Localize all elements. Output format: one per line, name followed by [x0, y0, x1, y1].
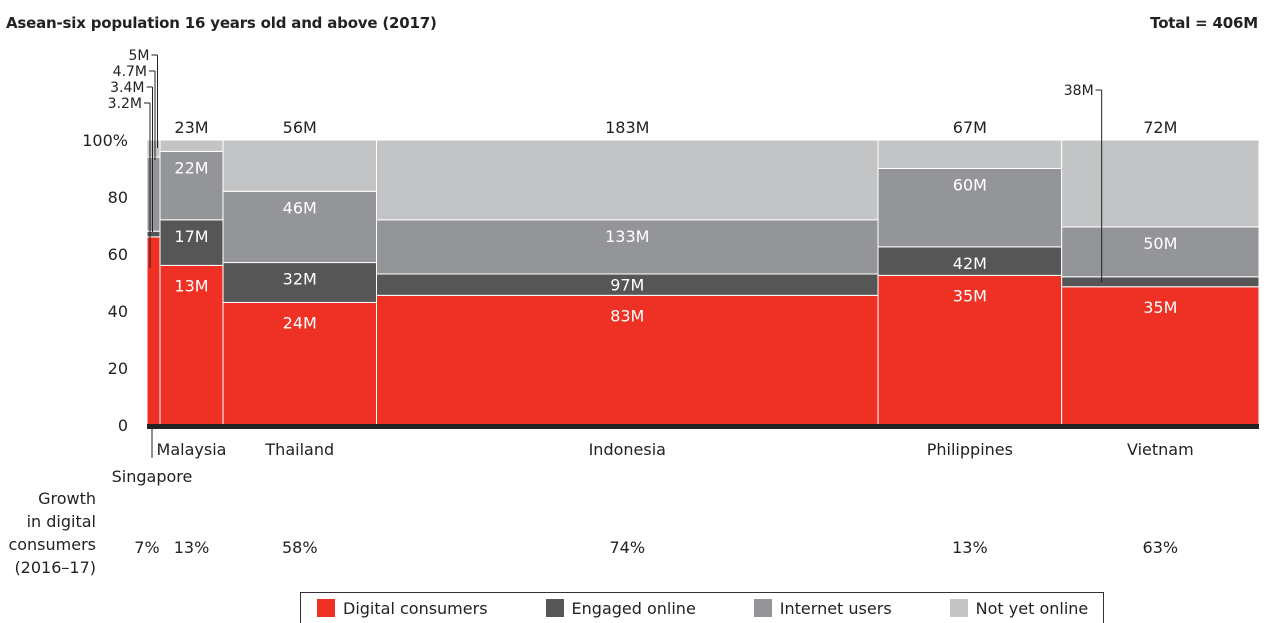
- column-total-label: 23M: [174, 118, 208, 137]
- bar-segment: [146, 236, 161, 426]
- bar-segment: [146, 156, 161, 232]
- legend-item-not-yet-online: Not yet online: [949, 598, 1089, 618]
- growth-value-label: 13%: [174, 538, 210, 557]
- segment-value-label: 32M: [283, 270, 317, 289]
- segment-value-label: 35M: [1143, 298, 1177, 317]
- growth-row-label: in digital: [27, 512, 96, 531]
- callout-label: 3.4M: [110, 80, 144, 96]
- growth-value-label: 7%: [134, 538, 159, 557]
- bar-segment: [222, 139, 378, 192]
- callout-label: 4.7M: [113, 64, 147, 80]
- bar-segment: [146, 139, 161, 158]
- bar-segment: [877, 168, 1063, 248]
- y-tick-label: 60: [108, 245, 128, 264]
- column-total-label: 56M: [283, 118, 317, 137]
- bar-segment: [1061, 226, 1260, 278]
- segment-value-label: 50M: [1143, 234, 1177, 253]
- bar-segment: [376, 294, 879, 426]
- legend-item-internet-users: Internet users: [753, 598, 892, 618]
- bar-segment: [877, 246, 1063, 276]
- segment-value-label: 24M: [283, 313, 317, 332]
- legend-label: Not yet online: [975, 598, 1089, 618]
- segment-value-label: 35M: [953, 286, 987, 305]
- bar-segment: [877, 139, 1063, 169]
- column-total-label: 183M: [605, 118, 649, 137]
- country-label: Singapore: [112, 467, 193, 486]
- bar-segment: [376, 139, 879, 221]
- legend-label: Digital consumers: [343, 598, 488, 618]
- country-label: Vietnam: [1127, 440, 1194, 459]
- bar-segment: [159, 139, 224, 152]
- growth-row-label: consumers: [8, 535, 96, 554]
- y-tick-label: 0: [118, 416, 128, 435]
- segment-value-label: 22M: [174, 158, 208, 177]
- column-total-label: 72M: [1143, 118, 1177, 137]
- y-tick-label: 20: [108, 359, 128, 378]
- country-label: Thailand: [264, 440, 334, 459]
- y-tick-label: 40: [108, 302, 128, 321]
- legend-swatch-digital: [317, 599, 335, 617]
- bar-segment: [159, 264, 224, 426]
- legend-swatch-notyet: [949, 599, 968, 617]
- growth-row-label: (2016–17): [14, 558, 96, 577]
- growth-value-label: 13%: [952, 538, 988, 557]
- bar-segment: [159, 150, 224, 221]
- segment-value-label: 97M: [610, 276, 644, 295]
- segment-value-label: 42M: [953, 254, 987, 273]
- bar-segment: [146, 230, 161, 238]
- country-label: Indonesia: [589, 440, 666, 459]
- bar-segment: [222, 301, 378, 426]
- segment-value-label: 60M: [953, 176, 987, 195]
- column-total-label: 67M: [953, 118, 987, 137]
- legend-item-digital-consumers: Digital consumers: [317, 599, 488, 618]
- bar-segment: [376, 219, 879, 275]
- growth-row-label: Growth: [38, 489, 96, 508]
- legend: Digital consumers Engaged online Interne…: [300, 592, 1104, 623]
- chart-title: Asean-six population 16 years old and ab…: [6, 14, 437, 32]
- legend-swatch-engaged: [545, 599, 564, 617]
- y-tick-label: 80: [108, 188, 128, 207]
- segment-value-label: 13M: [174, 276, 208, 295]
- total-population: Total = 406M: [1150, 14, 1258, 32]
- legend-swatch-internet: [753, 599, 772, 617]
- callout-label: 5M: [129, 48, 150, 64]
- segment-value-label: 133M: [605, 227, 649, 246]
- x-axis-baseline: [147, 424, 1259, 429]
- segment-value-label: 17M: [174, 227, 208, 246]
- country-label: Malaysia: [157, 440, 227, 459]
- legend-item-engaged-online: Engaged online: [545, 598, 696, 618]
- bar-segment: [1061, 286, 1260, 426]
- marimekko-chart: 100% 80 60 40 20 0 7% 23M 13M 17M 22M Malaysia 13% 56…: [8, 48, 1260, 577]
- bar-segment: [1061, 139, 1260, 228]
- segment-value-label: 46M: [283, 198, 317, 217]
- bar-segment: [1061, 276, 1260, 288]
- legend-label: Engaged online: [571, 598, 696, 618]
- y-tick-label: 100%: [82, 131, 128, 150]
- country-label: Philippines: [927, 440, 1013, 459]
- growth-value-label: 58%: [282, 538, 318, 557]
- callout-label: 38M: [1064, 83, 1094, 99]
- legend-label: Internet users: [779, 598, 892, 618]
- growth-value-label: 63%: [1143, 538, 1179, 557]
- callout-label: 3.2M: [108, 96, 142, 112]
- growth-value-label: 74%: [609, 538, 645, 557]
- segment-value-label: 83M: [610, 306, 644, 325]
